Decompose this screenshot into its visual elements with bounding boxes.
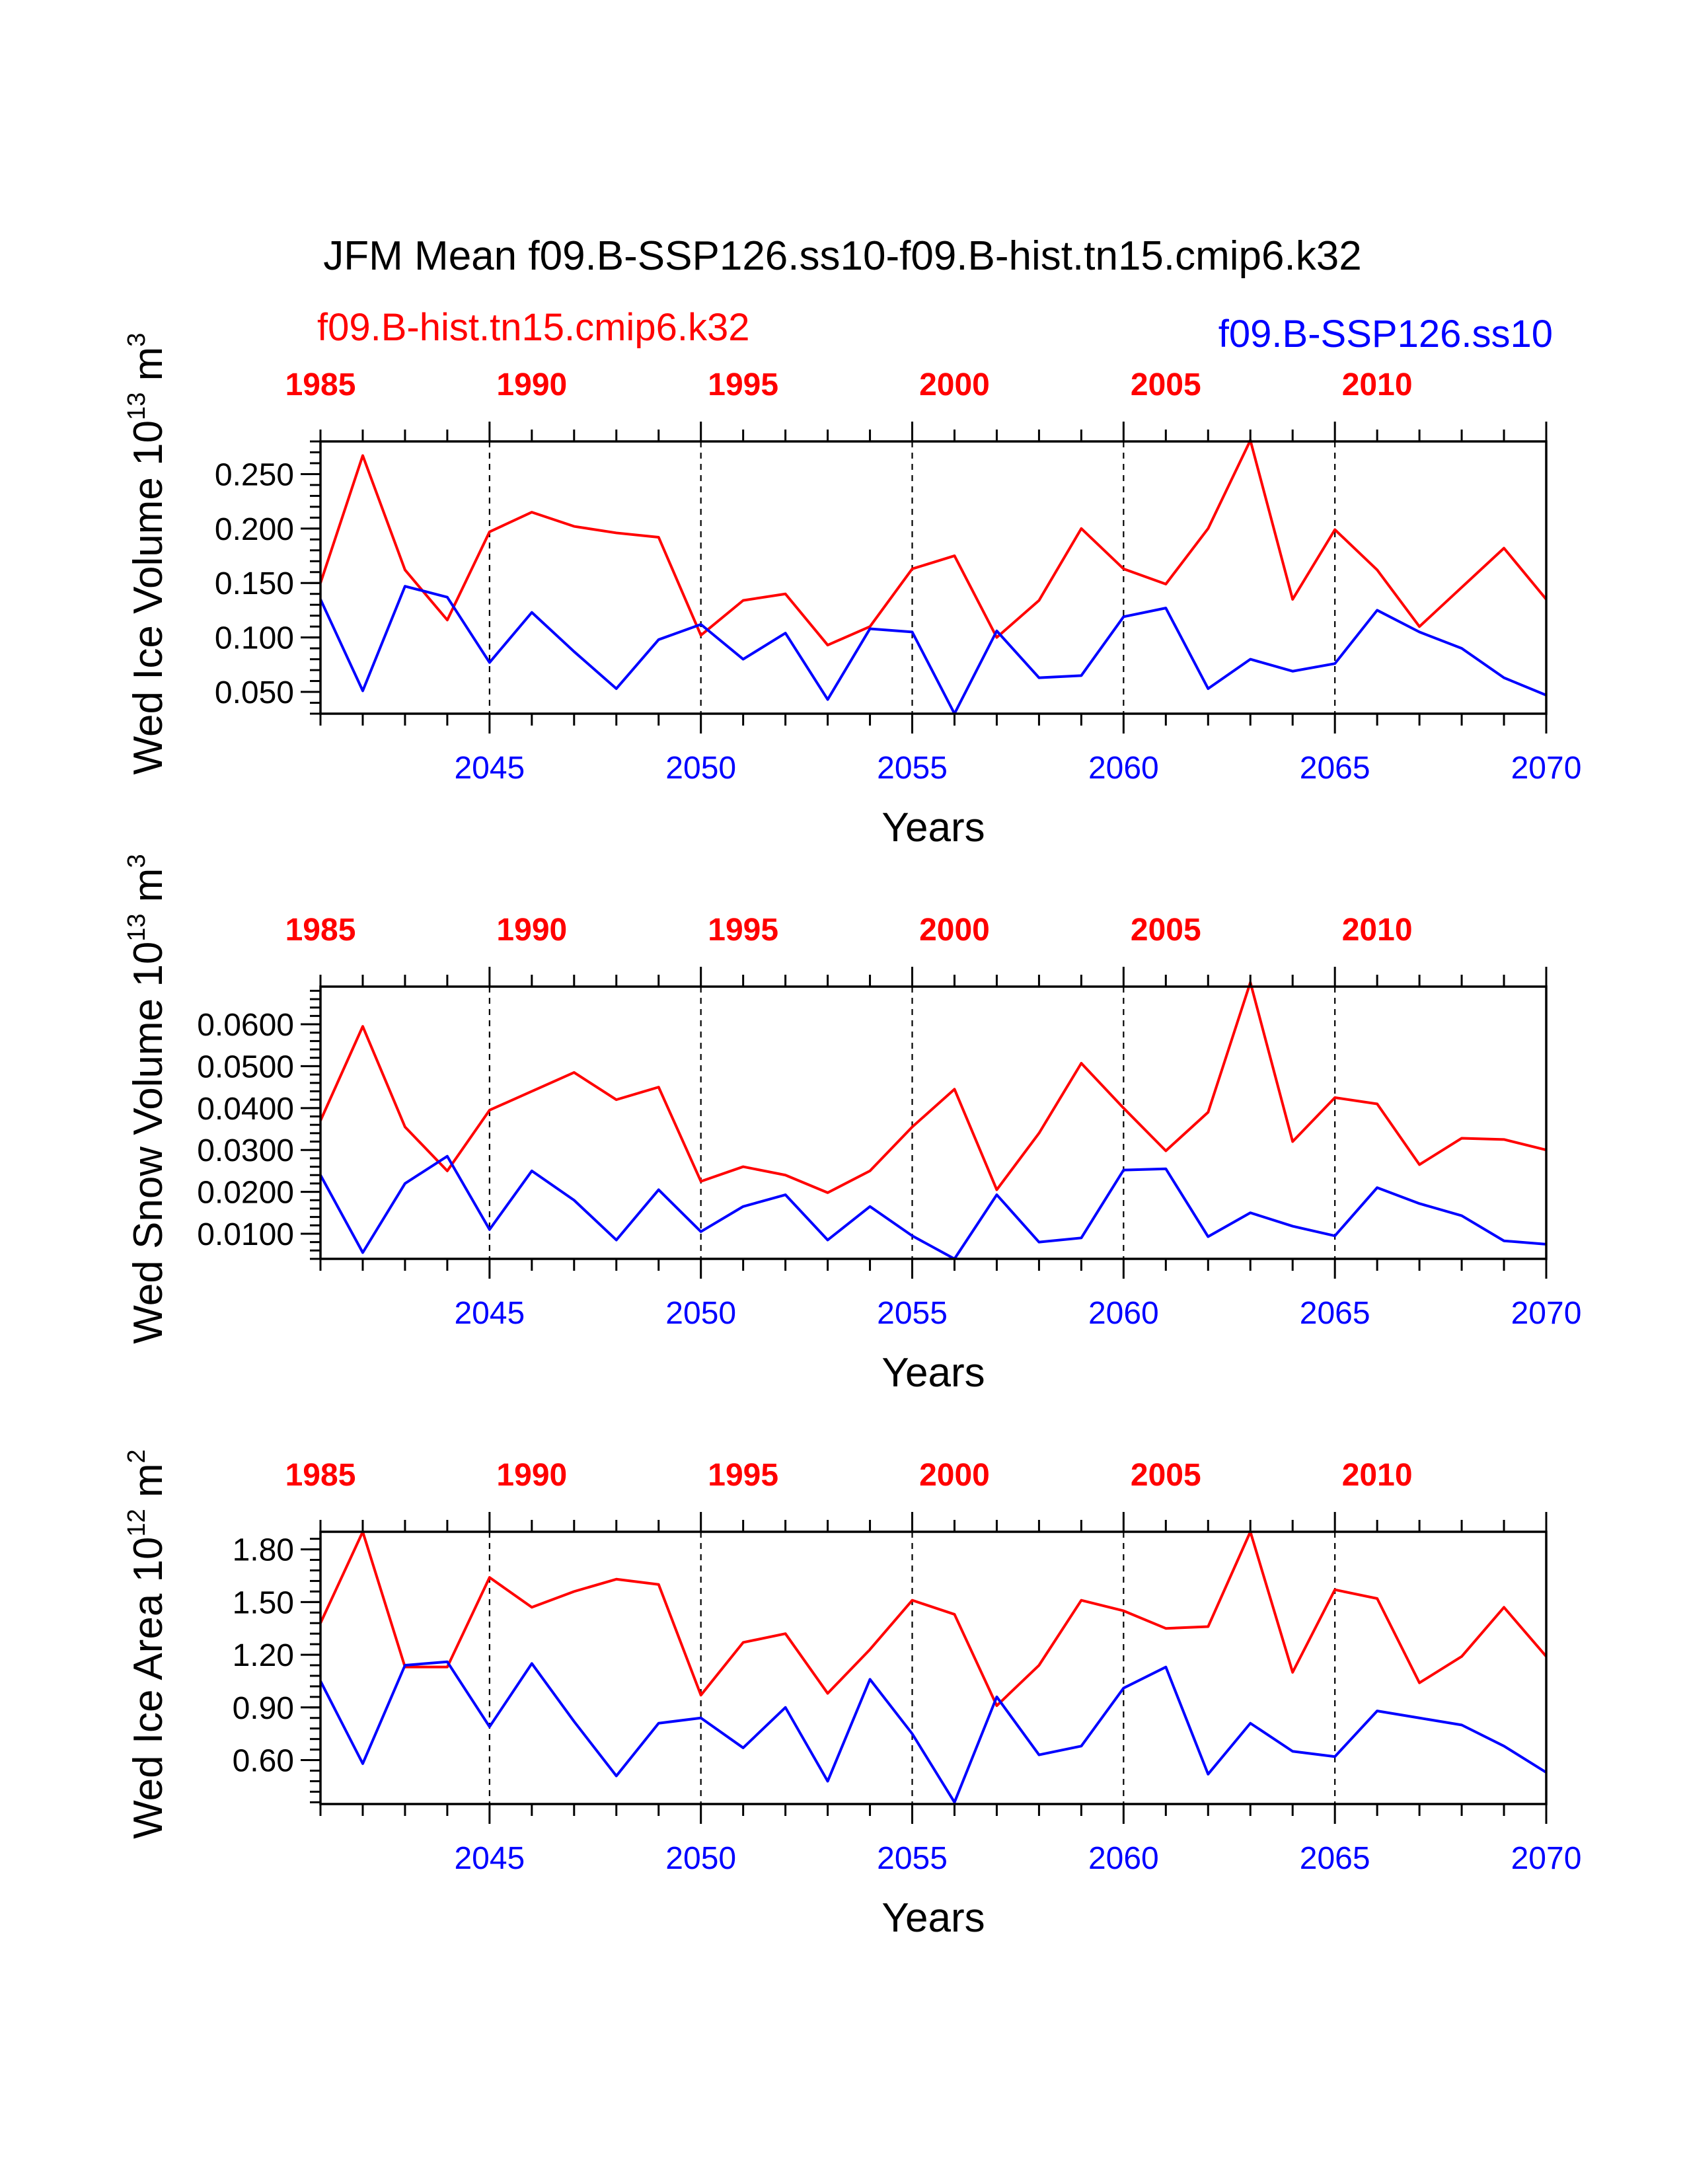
y-tick-label: 0.150 xyxy=(215,566,294,601)
x-tick-label-bottom: 2060 xyxy=(1088,1296,1159,1331)
x-axis-title: Years xyxy=(881,1895,985,1941)
y-axis-title-exponent: 13 xyxy=(123,393,151,420)
x-tick-label-top: 2000 xyxy=(919,367,990,402)
y-axis-title-unit-exponent: 2 xyxy=(123,1449,151,1463)
y-axis-title-exponent: 12 xyxy=(123,1509,151,1536)
panels: 0.050 0.100 0.150 0.200 0.250 2045 2050 2055 206… xyxy=(123,333,1581,1941)
figure-title: JFM Mean f09.B-SSP126.ss10-f09.B-hist.tn… xyxy=(323,233,1361,279)
x-axis-title: Years xyxy=(881,805,985,850)
y-tick-label: 0.90 xyxy=(233,1691,294,1726)
x-tick-label-top: 2005 xyxy=(1131,367,1201,402)
x-tick-label-top: 1995 xyxy=(708,913,778,948)
y-tick-label: 1.20 xyxy=(233,1638,294,1673)
y-axis-title-unit: m xyxy=(126,347,171,393)
x-tick-label-top: 1990 xyxy=(496,913,567,948)
chart-panel-2: 0.0100 0.0200 0.0300 0.0400 0.0500 0.0600 2045… xyxy=(123,854,1581,1396)
y-axis-title-text: Wed Ice Area 10 xyxy=(126,1537,171,1839)
y-axis-title-unit-exponent: 3 xyxy=(123,333,151,347)
y-axis-title-unit: m xyxy=(126,868,171,914)
y-tick-label: 0.0400 xyxy=(197,1092,294,1127)
x-tick-label-bottom: 2060 xyxy=(1088,1841,1159,1876)
y-tick-label: 0.60 xyxy=(233,1744,294,1779)
x-tick-label-bottom: 2065 xyxy=(1300,1841,1370,1876)
x-tick-label-bottom: 2045 xyxy=(454,1296,525,1331)
chart-panel-1: 0.050 0.100 0.150 0.200 0.250 2045 2050 2055 206… xyxy=(123,333,1581,850)
x-tick-label-bottom: 2060 xyxy=(1088,751,1159,786)
x-tick-label-top: 2000 xyxy=(919,1458,990,1493)
x-tick-label-top: 1985 xyxy=(285,913,356,948)
series-line-hist xyxy=(319,439,1548,647)
series-line-ssp xyxy=(319,1660,1548,1804)
x-tick-label-bottom: 2050 xyxy=(665,751,736,786)
series-line-ssp xyxy=(319,585,1547,715)
x-tick-label-bottom: 2050 xyxy=(665,1841,736,1876)
x-tick-label-top: 1985 xyxy=(285,1458,356,1493)
y-tick-label: 1.50 xyxy=(233,1585,294,1620)
y-axis-title-text: Wed Snow Volume 10 xyxy=(126,942,171,1344)
y-axis-title-unit-exponent: 3 xyxy=(123,854,151,868)
y-tick-label: 0.250 xyxy=(215,457,294,492)
y-axis-title-unit: m xyxy=(126,1463,171,1509)
y-axis-title: Wed Ice Volume 1013 m3 xyxy=(123,333,171,775)
x-tick-label-bottom: 2055 xyxy=(877,1296,948,1331)
y-tick-label: 0.200 xyxy=(215,512,294,547)
y-axis-title-exponent: 13 xyxy=(123,913,151,941)
plot-frame xyxy=(319,1530,1548,1805)
series-line-hist xyxy=(319,981,1547,1194)
legend-ssp-label: f09.B-SSP126.ss10 xyxy=(1218,313,1553,356)
x-tick-label-top: 1995 xyxy=(708,1458,778,1493)
y-tick-label: 1.80 xyxy=(233,1533,294,1568)
x-tick-label-top: 2010 xyxy=(1342,367,1413,402)
x-tick-label-top: 1990 xyxy=(496,367,567,402)
x-tick-label-bottom: 2065 xyxy=(1300,1296,1370,1331)
x-tick-label-bottom: 2050 xyxy=(665,1296,736,1331)
x-tick-label-bottom: 2065 xyxy=(1300,751,1370,786)
x-tick-label-top: 2005 xyxy=(1131,913,1201,948)
y-axis-title: Wed Snow Volume 1013 m3 xyxy=(123,854,171,1343)
plot-frame xyxy=(319,985,1548,1260)
x-tick-label-top: 1995 xyxy=(708,367,778,402)
x-tick-label-top: 2010 xyxy=(1342,913,1413,948)
x-tick-label-bottom: 2070 xyxy=(1511,751,1582,786)
y-tick-label: 0.050 xyxy=(215,675,294,710)
y-tick-label: 0.0100 xyxy=(197,1217,294,1252)
x-tick-label-bottom: 2055 xyxy=(877,751,948,786)
y-tick-label: 0.0200 xyxy=(197,1176,294,1211)
y-tick-label: 0.0500 xyxy=(197,1049,294,1084)
series-line-ssp xyxy=(319,1154,1547,1260)
x-tick-label-top: 1985 xyxy=(285,367,356,402)
x-tick-label-bottom: 2055 xyxy=(877,1841,948,1876)
series-line-hist xyxy=(319,1530,1548,1708)
x-tick-label-bottom: 2045 xyxy=(454,1841,525,1876)
y-tick-label: 0.100 xyxy=(215,621,294,656)
x-tick-label-top: 2000 xyxy=(919,913,990,948)
x-tick-label-bottom: 2045 xyxy=(454,751,525,786)
y-axis-title: Wed Ice Area 1012 m2 xyxy=(123,1449,171,1839)
x-tick-label-top: 1990 xyxy=(496,1458,567,1493)
x-tick-label-bottom: 2070 xyxy=(1511,1296,1582,1331)
chart-panel-3: 0.60 0.90 1.20 1.50 1.80 2045 2050 2055 2060 2065… xyxy=(123,1449,1581,1941)
y-tick-label: 0.0600 xyxy=(197,1008,294,1043)
y-tick-label: 0.0300 xyxy=(197,1133,294,1168)
x-tick-label-bottom: 2070 xyxy=(1511,1841,1582,1876)
plot-frame xyxy=(319,440,1548,715)
x-axis-title: Years xyxy=(881,1350,985,1396)
x-tick-label-top: 2005 xyxy=(1131,1458,1201,1493)
x-tick-label-top: 2010 xyxy=(1342,1458,1413,1493)
legend-hist-label: f09.B-hist.tn15.cmip6.k32 xyxy=(317,306,749,349)
y-axis-title-text: Wed Ice Volume 10 xyxy=(126,420,171,775)
